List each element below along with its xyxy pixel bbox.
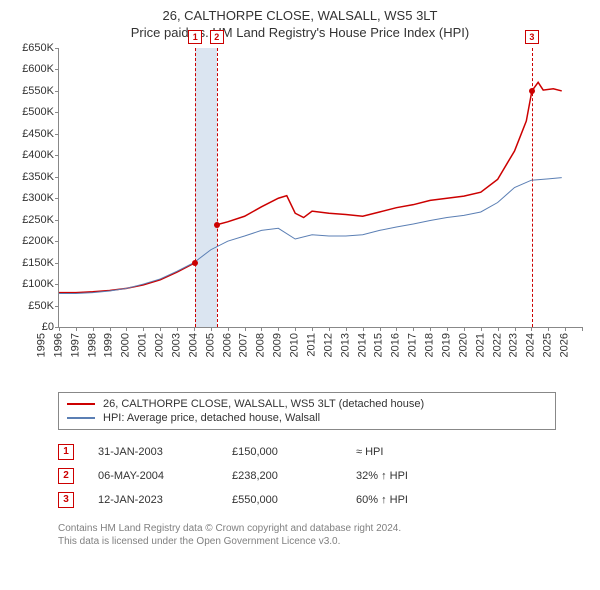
plot-area: 123 [58, 48, 582, 328]
chart-container: 26, CALTHORPE CLOSE, WALSALL, WS5 3LT Pr… [0, 0, 600, 556]
event-diff: 32% ↑ HPI [356, 470, 538, 482]
event-price: £550,000 [232, 494, 332, 506]
legend-row: HPI: Average price, detached house, Wals… [67, 411, 547, 425]
chart-subtitle: Price paid vs. HM Land Registry's House … [8, 25, 592, 40]
legend-swatch-hpi [67, 417, 95, 419]
event-marker-icon: 1 [188, 30, 202, 44]
event-date: 06-MAY-2004 [98, 470, 208, 482]
y-axis-label: £100K [8, 278, 54, 290]
x-axis-label: 2026 [559, 333, 600, 357]
legend-label-hpi: HPI: Average price, detached house, Wals… [103, 412, 320, 424]
event-price: £238,200 [232, 470, 332, 482]
event-marker-icon: 2 [210, 30, 224, 44]
event-date: 31-JAN-2003 [98, 446, 208, 458]
y-axis-label: £500K [8, 106, 54, 118]
y-axis-label: £250K [8, 214, 54, 226]
y-axis-label: £550K [8, 85, 54, 97]
event-diff: 60% ↑ HPI [356, 494, 538, 506]
event-row: 1 31-JAN-2003 £150,000 ≈ HPI [58, 440, 538, 464]
y-axis-label: £650K [8, 42, 54, 54]
footer-line: This data is licensed under the Open Gov… [58, 535, 558, 548]
event-diff: ≈ HPI [356, 446, 538, 458]
event-marker-icon: 1 [58, 444, 74, 460]
legend-box: 26, CALTHORPE CLOSE, WALSALL, WS5 3LT (d… [58, 392, 556, 430]
chart-title: 26, CALTHORPE CLOSE, WALSALL, WS5 3LT [8, 8, 592, 23]
events-table: 1 31-JAN-2003 £150,000 ≈ HPI 2 06-MAY-20… [58, 440, 538, 512]
event-marker-icon: 3 [525, 30, 539, 44]
y-axis-label: £50K [8, 300, 54, 312]
event-row: 2 06-MAY-2004 £238,200 32% ↑ HPI [58, 464, 538, 488]
event-price: £150,000 [232, 446, 332, 458]
y-axis-label: £600K [8, 63, 54, 75]
y-axis-label: £200K [8, 235, 54, 247]
property-line [217, 82, 562, 224]
y-axis-label: £450K [8, 128, 54, 140]
sale-dot [214, 222, 220, 228]
plot-wrap: 123 £0 £50K £100K £150K £200K £250K £300K £350K… [8, 48, 592, 378]
footer-line: Contains HM Land Registry data © Crown c… [58, 522, 558, 535]
event-marker-icon: 3 [58, 492, 74, 508]
event-date: 12-JAN-2023 [98, 494, 208, 506]
sale-dot [192, 260, 198, 266]
y-axis-label: £150K [8, 257, 54, 269]
footer-credits: Contains HM Land Registry data © Crown c… [58, 522, 558, 548]
hpi-line [59, 178, 562, 294]
y-axis-label: £0 [8, 321, 54, 333]
y-axis-label: £400K [8, 149, 54, 161]
legend-label-property: 26, CALTHORPE CLOSE, WALSALL, WS5 3LT (d… [103, 398, 424, 410]
event-marker-icon: 2 [58, 468, 74, 484]
event-row: 3 12-JAN-2023 £550,000 60% ↑ HPI [58, 488, 538, 512]
legend-swatch-property [67, 403, 95, 405]
sale-dot [529, 88, 535, 94]
legend-row: 26, CALTHORPE CLOSE, WALSALL, WS5 3LT (d… [67, 397, 547, 411]
y-axis-label: £350K [8, 171, 54, 183]
y-axis-label: £300K [8, 192, 54, 204]
chart-svg [59, 48, 582, 327]
